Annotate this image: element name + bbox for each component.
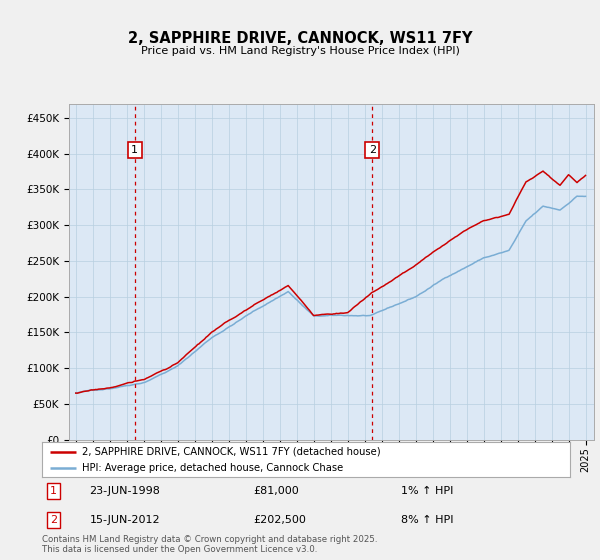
Text: 1% ↑ HPI: 1% ↑ HPI: [401, 486, 454, 496]
Text: 1: 1: [131, 145, 138, 155]
Text: £202,500: £202,500: [253, 515, 306, 525]
Text: 2, SAPPHIRE DRIVE, CANNOCK, WS11 7FY: 2, SAPPHIRE DRIVE, CANNOCK, WS11 7FY: [128, 31, 472, 46]
Text: Contains HM Land Registry data © Crown copyright and database right 2025.
This d: Contains HM Land Registry data © Crown c…: [42, 535, 377, 554]
Text: 2, SAPPHIRE DRIVE, CANNOCK, WS11 7FY (detached house): 2, SAPPHIRE DRIVE, CANNOCK, WS11 7FY (de…: [82, 447, 380, 457]
Text: HPI: Average price, detached house, Cannock Chase: HPI: Average price, detached house, Cann…: [82, 464, 343, 473]
Text: 1: 1: [50, 486, 57, 496]
Text: 2: 2: [50, 515, 57, 525]
Text: £81,000: £81,000: [253, 486, 299, 496]
Text: Price paid vs. HM Land Registry's House Price Index (HPI): Price paid vs. HM Land Registry's House …: [140, 46, 460, 56]
Text: 8% ↑ HPI: 8% ↑ HPI: [401, 515, 454, 525]
Text: 15-JUN-2012: 15-JUN-2012: [89, 515, 160, 525]
Text: 23-JUN-1998: 23-JUN-1998: [89, 486, 160, 496]
Text: 2: 2: [369, 145, 376, 155]
